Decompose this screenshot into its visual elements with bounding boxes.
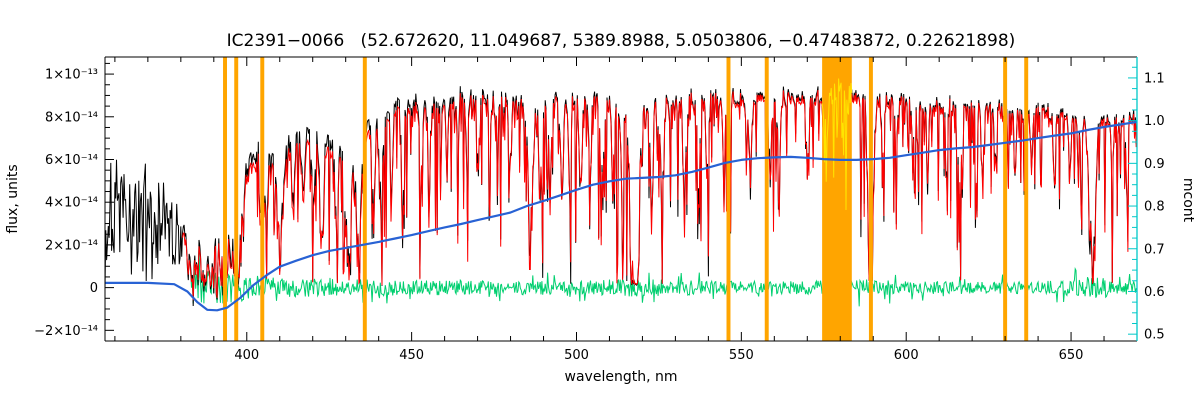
x-tick-label: 500 bbox=[564, 348, 589, 363]
flux-tick-label: 2×10⁻¹⁴ bbox=[45, 238, 98, 253]
plot-frame bbox=[104, 56, 1137, 342]
x-axis-label: wavelength, nm bbox=[565, 369, 678, 385]
masked-region bbox=[764, 57, 769, 341]
plot-area: 400 450 500 550 600 650 −2×10⁻¹⁴ 0 2×10⁻¹⁴ 4×10⁻¹… bbox=[34, 56, 1165, 363]
continuum-line bbox=[105, 120, 1137, 312]
residual-line bbox=[190, 248, 1137, 307]
residual-layer bbox=[190, 248, 1137, 307]
observed-spectrum-line bbox=[105, 86, 1137, 307]
masked-region bbox=[362, 57, 367, 341]
flux-tick-label: −2×10⁻¹⁴ bbox=[34, 324, 98, 339]
flux-tick-label: 4×10⁻¹⁴ bbox=[45, 196, 98, 211]
model-layer bbox=[182, 90, 1137, 301]
x-tick-label: 400 bbox=[234, 348, 259, 363]
y-axis-label-right: mcont bbox=[1180, 178, 1196, 223]
model-spectrum-line bbox=[182, 90, 1137, 301]
x-tick-label: 450 bbox=[399, 348, 424, 363]
masked-region bbox=[726, 57, 731, 341]
mcont-tick-label: 0.5 bbox=[1144, 328, 1165, 343]
mcont-tick-label: 1.1 bbox=[1144, 71, 1165, 86]
mcont-tick-label: 0.9 bbox=[1144, 157, 1165, 172]
continuum-layer bbox=[105, 120, 1137, 312]
flux-tick-label: 8×10⁻¹⁴ bbox=[45, 110, 98, 125]
y-axis-label-left: flux, units bbox=[5, 164, 21, 233]
masked-region bbox=[260, 57, 265, 341]
masked-model-line bbox=[821, 78, 853, 211]
masked-region bbox=[1024, 57, 1029, 341]
x-tick-label: 550 bbox=[729, 348, 754, 363]
flux-tick-label: 0 bbox=[90, 281, 98, 296]
observed-layer bbox=[105, 86, 1137, 307]
flux-tick-label: 1×10⁻¹³ bbox=[45, 68, 98, 83]
axes: 400 450 500 550 600 650 −2×10⁻¹⁴ 0 2×10⁻¹⁴ 4×10⁻¹… bbox=[34, 56, 1165, 363]
masked-region bbox=[223, 57, 227, 341]
masked-region bbox=[868, 57, 873, 341]
flux-tick-label: 6×10⁻¹⁴ bbox=[45, 153, 98, 168]
x-tick-label: 650 bbox=[1059, 348, 1084, 363]
mcont-tick-label: 1.0 bbox=[1144, 114, 1165, 129]
masked-region bbox=[1003, 57, 1008, 341]
x-tick-label: 600 bbox=[894, 348, 919, 363]
masked-model-layer bbox=[821, 78, 853, 211]
mcont-tick-label: 0.7 bbox=[1144, 242, 1165, 257]
mcont-tick-label: 0.6 bbox=[1144, 285, 1165, 300]
mask-layer bbox=[223, 57, 1029, 341]
mcont-tick-label: 0.8 bbox=[1144, 200, 1165, 215]
chart-title: IC2391−0066 (52.672620, 11.049687, 5389.… bbox=[227, 31, 1016, 51]
masked-region bbox=[234, 57, 239, 341]
